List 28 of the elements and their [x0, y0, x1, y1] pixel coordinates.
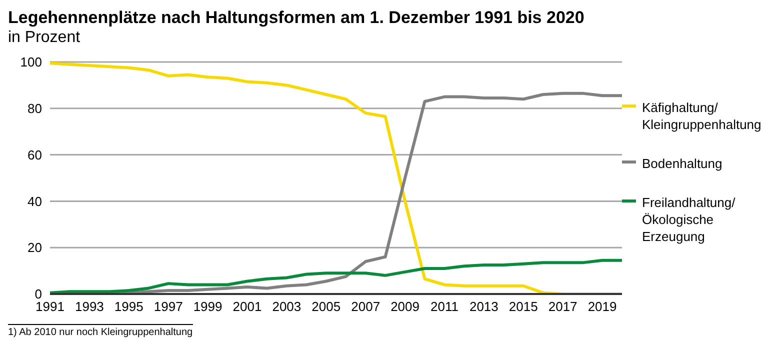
x-tick-label: 2005: [312, 299, 341, 314]
y-tick-label: 20: [28, 240, 42, 256]
x-tick-label: 2007: [351, 299, 380, 314]
y-tick-label: 0: [34, 286, 42, 302]
x-tick-label: 2009: [390, 299, 420, 314]
chart-title: Legehennenplätze nach Haltungsformen am 1. Dezember 1991 bis 2020: [8, 8, 586, 28]
x-tick-label: 2015: [508, 299, 538, 314]
line-series: [48, 258, 624, 294]
x-tick-label: 2017: [548, 299, 578, 314]
x-tick-label: 2001: [232, 299, 262, 314]
x-tick-label: 2003: [272, 299, 302, 314]
x-tick-label: 1993: [74, 299, 104, 314]
text: 1) Ab 2010 nur noch Kleingruppenhaltung: [8, 324, 193, 338]
legend-label: Freilandhaltung/ Ökologische Erzeugung: [642, 194, 736, 245]
y-tick-label: 40: [28, 194, 42, 209]
y-tick-label: 60: [28, 147, 42, 162]
x-tick-label: 1997: [154, 299, 183, 314]
x-tick-label: 2013: [469, 299, 498, 314]
chart-subtitle: in Prozent: [8, 28, 82, 48]
y-tick-label: 100: [20, 54, 42, 70]
y-tick-label: 80: [28, 101, 42, 116]
x-tick-label: 2011: [430, 299, 458, 314]
legend-label: Bodenhaltung: [642, 155, 722, 172]
x-tick-label: 1995: [114, 299, 144, 314]
x-tick-label: 2019: [588, 299, 617, 314]
x-tick-label: 1991: [36, 299, 64, 314]
legend-label: Käfighaltung/ Kleingruppenhaltung: [642, 99, 762, 133]
x-tick-label: 1999: [193, 299, 222, 314]
